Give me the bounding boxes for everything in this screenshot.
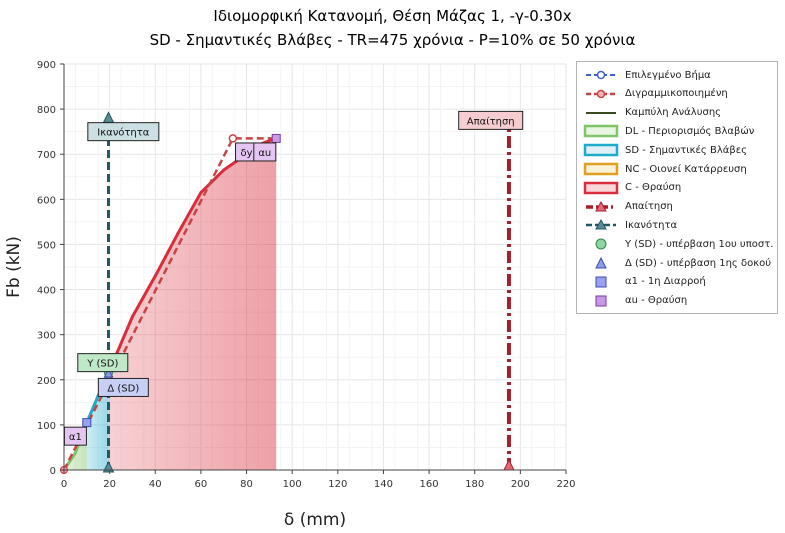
legend-label: α1 - 1η Διαρροή — [625, 276, 706, 288]
square-marker-icon — [595, 295, 607, 307]
annotation-text: αu — [258, 148, 271, 159]
x-tick-label: 100 — [283, 479, 302, 490]
area-swatch-icon — [583, 162, 619, 176]
point-square — [271, 133, 281, 143]
capacity-curve-segment — [112, 315, 134, 361]
legend-label: Διγραμμικοποιημένη — [625, 88, 728, 100]
axes: 0 20 40 60 80 100 120 140 160 180 200 220 0 100 200 300… — [4, 60, 576, 530]
dashed-line-triangle-icon — [586, 219, 616, 230]
x-tick-label: 120 — [328, 479, 347, 490]
area-swatch-icon — [583, 181, 619, 195]
legend-label: Y (SD) - υπέρβαση 1ου υποστ. — [625, 238, 774, 250]
y-axis-label: Fb (kN) — [4, 236, 24, 298]
x-tick-label: 180 — [465, 479, 484, 490]
legend-item: αu - Θραύση — [583, 292, 777, 310]
y-tick-label: 0 — [50, 466, 56, 477]
x-tick-label: 80 — [240, 479, 253, 490]
legend-item: Διγραμμικοποιημένη — [583, 85, 777, 103]
chart-subtitle: SD - Σημαντικές Βλάβες - TR=475 χρόνια -… — [149, 31, 636, 49]
bilinear-marker — [228, 134, 238, 143]
x-tick-label: 140 — [374, 479, 393, 490]
capacity-marker — [102, 111, 115, 123]
zones — [64, 138, 277, 470]
zone-area — [86, 373, 109, 470]
annotation-label: Δ (SD) — [97, 377, 149, 397]
legend-label: SD - Σημαντικές Βλάβες — [625, 144, 747, 156]
y-tick-label: 700 — [37, 150, 56, 161]
annotation-text: Ικανότητα — [97, 127, 150, 139]
legend-label: Απαίτηση — [625, 201, 673, 213]
y-tick-label: 400 — [37, 286, 56, 297]
annotations: Ικανότητα Απαίτηση Y (SD) Δ (SD) α1 δy αu — [63, 110, 524, 446]
circle-marker-icon — [595, 238, 607, 250]
legend-label: DL - Περιορισμός Βλαβών — [625, 125, 755, 137]
area-swatch-icon — [583, 125, 619, 138]
zone-area — [108, 138, 277, 470]
y-tick-label: 600 — [37, 195, 56, 206]
capacity-curve-segment — [176, 191, 203, 235]
legend-item: Δ (SD) - υπέρβαση 1ης δοκού — [583, 254, 777, 272]
annotation-text: α1 — [69, 432, 82, 443]
annotation-label: α1 — [63, 426, 87, 446]
legend-item: Επιλεγμένο Βήμα — [583, 66, 777, 84]
x-tick-label: 20 — [103, 479, 116, 490]
y-tick-label: 900 — [37, 60, 56, 71]
x-axis-label: δ (mm) — [284, 510, 346, 530]
capacity-curve-segment — [85, 394, 100, 425]
x-tick-label: 40 — [149, 479, 162, 490]
demand-marker — [503, 458, 515, 471]
legend-item: Y (SD) - υπέρβαση 1ου υποστ. — [583, 235, 777, 253]
square-marker-icon — [595, 276, 607, 288]
y-tick-label: 200 — [37, 376, 56, 387]
legend-item: Καμπύλη Ανάλυσης — [583, 104, 777, 122]
annotation-label: Ικανότητα — [87, 122, 160, 142]
x-tick-label: 200 — [511, 479, 530, 490]
legend-item: Απαίτηση — [583, 198, 777, 216]
triangle-marker-icon — [595, 256, 607, 269]
dashdot-line-triangle-icon — [586, 200, 616, 212]
point-delta-sd — [103, 367, 114, 378]
capacity-curve-segment — [130, 274, 157, 319]
legend-item: SD - Σημαντικές Βλάβες — [583, 141, 777, 159]
legend-label: C - Θραύση — [625, 182, 682, 194]
legend-label: Καμπύλη Ανάλυσης — [625, 107, 722, 119]
annotation-text: Απαίτηση — [467, 115, 515, 127]
legend: Επιλεγμένο Βήμα Διγραμμικοποιημένη Καμπύλη… — [576, 61, 778, 314]
annotation-label: αu — [253, 142, 277, 162]
annotation-text: δy — [241, 148, 253, 159]
area-swatch-icon — [583, 143, 619, 157]
dashed-line-circle-marker-icon — [586, 70, 616, 80]
x-tick-label: 0 — [61, 479, 67, 490]
x-tick-label: 60 — [195, 479, 208, 490]
annotation-label: Y (SD) — [77, 353, 129, 373]
annotation-text: Δ (SD) — [107, 383, 139, 394]
legend-item: α1 - 1η Διαρροή — [583, 273, 777, 291]
legend-label: Δ (SD) - υπέρβαση 1ης δοκού — [625, 257, 772, 269]
legend-label: αu - Θραύση — [625, 295, 688, 307]
legend-item: C - Θραύση — [583, 179, 777, 197]
annotation-text: Y (SD) — [86, 359, 118, 370]
capacity-curve-segment — [153, 231, 180, 278]
zone-area — [64, 422, 87, 470]
point-square — [82, 418, 92, 428]
legend-label: NC - Οιονεί Κατάρρευση — [625, 163, 747, 175]
legend-item: NC - Οιονεί Κατάρρευση — [583, 160, 777, 178]
y-tick-label: 500 — [37, 240, 56, 251]
x-tick-label: 160 — [420, 479, 439, 490]
y-tick-label: 800 — [37, 105, 56, 116]
y-tick-label: 300 — [37, 331, 56, 342]
solid-line-icon — [586, 111, 616, 114]
legend-label: Ικανότητα — [625, 219, 678, 231]
legend-label: Επιλεγμένο Βήμα — [625, 69, 711, 81]
annotation-label: Απαίτηση — [458, 110, 524, 130]
legend-item: Ικανότητα — [583, 216, 777, 234]
chart-title: Ιδιομορφική Κατανομή, Θέση Μάζας 1, -γ-0… — [213, 7, 572, 25]
legend-item: DL - Περιορισμός Βλαβών — [583, 122, 777, 140]
x-tick-label: 220 — [556, 479, 575, 490]
dashed-line-circle-marker-icon — [586, 89, 616, 99]
y-tick-label: 100 — [37, 421, 56, 432]
